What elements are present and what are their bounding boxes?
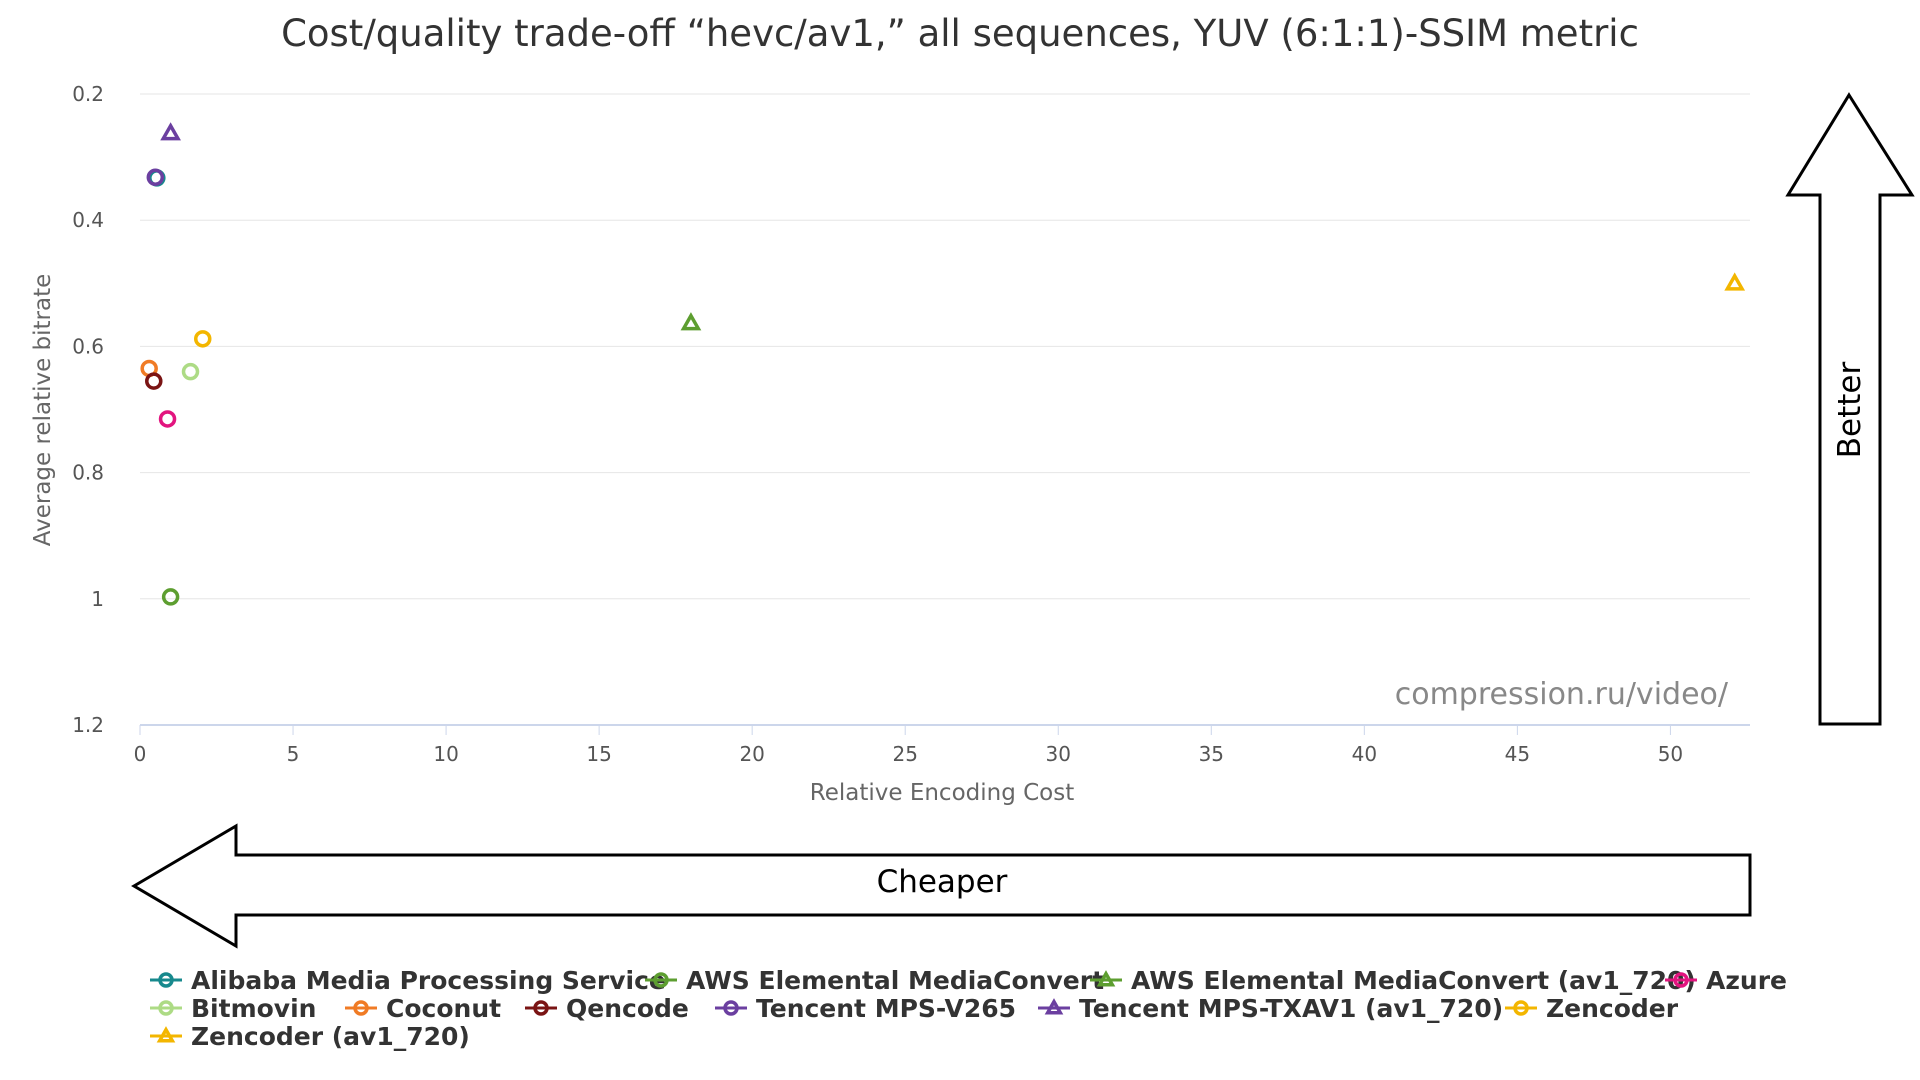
x-tick-label: 20 (739, 742, 764, 766)
y-tick-label: 1 (91, 587, 104, 611)
legend-label: Tencent MPS-V265 (756, 994, 1016, 1023)
legend-label: Zencoder (av1_720) (191, 1022, 470, 1051)
legend-marker (1673, 972, 1689, 988)
legend-label: AWS Elemental MediaConvert (686, 966, 1104, 995)
data-point (161, 588, 180, 606)
chart-title: Cost/quality trade-off “hevc/av1,” all s… (281, 12, 1639, 55)
data-point (146, 168, 165, 187)
legend-item[interactable]: Bitmovin (150, 994, 316, 1023)
y-tick-label: 0.6 (72, 334, 104, 358)
legend-item[interactable]: Tencent MPS-TXAV1 (av1_720) (1038, 994, 1503, 1023)
legend-marker (1044, 998, 1064, 1015)
watermark-text: compression.ru/video/ (1395, 677, 1729, 712)
grid (140, 93, 1750, 726)
cheaper-label: Cheaper (877, 864, 1008, 900)
legend-marker (533, 1000, 549, 1016)
x-tick-label: 0 (134, 742, 147, 766)
x-axis-label: Relative Encoding Cost (810, 780, 1075, 806)
legend: Alibaba Media Processing Service AWS Elem… (150, 966, 1787, 1051)
legend-item[interactable]: Coconut (345, 994, 501, 1023)
y-tick-label: 1.2 (72, 713, 104, 737)
better-label: Better (1832, 362, 1868, 459)
legend-marker (1513, 1000, 1529, 1016)
x-tick-labels: 0 5 10 15 20 25 30 35 40 45 50 (134, 725, 1683, 766)
legend-label: Qencode (566, 994, 689, 1023)
legend-marker (158, 1000, 174, 1016)
y-axis-label: Average relative bitrate (30, 274, 56, 547)
data-point (158, 410, 177, 428)
legend-item[interactable]: Qencode (525, 994, 689, 1023)
cheaper-arrow-shape (131, 823, 1752, 949)
legend-marker (1096, 970, 1116, 987)
legend-label: Zencoder (1546, 994, 1679, 1023)
x-tick-label: 50 (1658, 742, 1683, 766)
legend-label: Alibaba Media Processing Service (191, 966, 666, 995)
cheaper-arrow: Cheaper (131, 823, 1752, 949)
legend-item[interactable]: Alibaba Media Processing Service (150, 966, 666, 995)
y-tick-label: 0.8 (72, 461, 104, 485)
x-tick-label: 35 (1199, 742, 1224, 766)
data-point (181, 362, 200, 381)
legend-item[interactable]: Zencoder (av1_720) (150, 1022, 470, 1051)
legend-item[interactable]: AWS Elemental MediaConvert (av1_720) (1090, 966, 1696, 995)
x-tick-label: 30 (1046, 742, 1071, 766)
legend-item[interactable]: Zencoder (1505, 994, 1679, 1023)
legend-marker (723, 1000, 739, 1016)
y-tick-label: 0.4 (72, 208, 104, 232)
y-tick-labels: 0.2 0.4 0.6 0.8 1 1.2 (72, 82, 104, 737)
legend-label: Azure (1706, 966, 1787, 995)
x-tick-label: 10 (433, 742, 458, 766)
data-point (193, 330, 212, 348)
legend-label: Coconut (386, 994, 501, 1023)
x-tick-label: 15 (586, 742, 611, 766)
better-arrow-shape (1785, 92, 1915, 726)
data-point (160, 122, 181, 141)
legend-item[interactable]: Azure (1665, 966, 1787, 995)
legend-item[interactable]: Tencent MPS-V265 (715, 994, 1016, 1023)
x-tick-label: 40 (1352, 742, 1377, 766)
data-point (680, 312, 702, 331)
data-points (140, 122, 1746, 606)
legend-marker (353, 1000, 369, 1016)
legend-label: Bitmovin (191, 994, 316, 1023)
legend-marker (653, 972, 669, 988)
legend-item[interactable]: AWS Elemental MediaConvert (645, 966, 1104, 995)
better-arrow: Better (1785, 92, 1915, 726)
legend-label: Tencent MPS-TXAV1 (av1_720) (1079, 994, 1503, 1023)
legend-marker (156, 1026, 176, 1043)
legend-marker (158, 972, 174, 988)
x-tick-label: 5 (287, 742, 300, 766)
data-point (145, 372, 163, 390)
y-tick-label: 0.2 (72, 82, 104, 106)
x-tick-label: 25 (892, 742, 917, 766)
x-tick-label: 45 (1505, 742, 1530, 766)
legend-label: AWS Elemental MediaConvert (av1_720) (1131, 966, 1696, 995)
data-point (1724, 272, 1746, 291)
